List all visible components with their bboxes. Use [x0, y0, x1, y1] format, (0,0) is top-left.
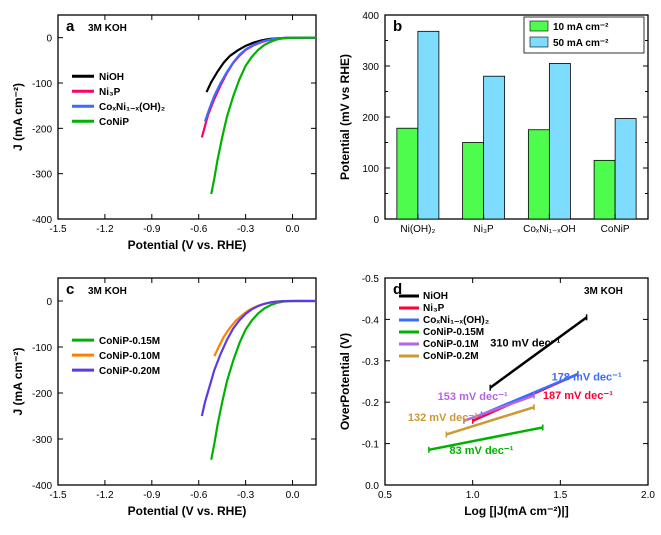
svg-text:-0.3: -0.3: [362, 357, 380, 368]
svg-text:-400: -400: [32, 481, 52, 492]
x-axis-label: Log [|J(mA cm⁻²)|]: [464, 504, 569, 518]
svg-text:-1.5: -1.5: [49, 490, 67, 501]
bar-50: [484, 76, 505, 219]
legend: NiOHNi₃PCoₓNi₁₋ₓ(OH)₂CoNiP-0.15MCoNiP-0.…: [399, 291, 489, 362]
bar-10: [528, 130, 549, 219]
svg-text:0: 0: [373, 215, 379, 226]
svg-text:400: 400: [362, 11, 379, 22]
panel-c: -1.5 -1.2 -0.9 -0.6 -0.3 0.0 -400 -300 -200 -100 0…: [11, 278, 316, 518]
legend-label: CoNiP-0.15M: [423, 327, 484, 338]
legend-label: CoNiP-0.15M: [99, 336, 160, 347]
bar-10: [463, 143, 484, 220]
svg-text:-200: -200: [32, 124, 52, 135]
slope-annot: 178 mV dec⁻¹: [552, 371, 622, 383]
slope-annot: 153 mV dec⁻¹: [438, 391, 508, 403]
panel-label: c: [66, 281, 74, 298]
legend-label: CoNiP-0.20M: [99, 366, 160, 377]
svg-text:1.5: 1.5: [553, 490, 567, 501]
legend-label: CoNiP: [99, 117, 129, 128]
svg-text:-300: -300: [32, 170, 52, 181]
svg-text:-100: -100: [32, 79, 52, 90]
svg-text:300: 300: [362, 62, 379, 73]
svg-text:-200: -200: [32, 389, 52, 400]
y-axis-label: Potential (mV vs RHE): [338, 54, 352, 180]
y-axis-label: OverPotential (V): [338, 333, 352, 430]
panel-b: 0 100 200 300 400 Potential (mV vs RHE) b Ni(OH…: [338, 11, 648, 235]
svg-text:200: 200: [362, 113, 379, 124]
panel-title: 3M KOH: [584, 286, 623, 297]
svg-text:0.0: 0.0: [365, 481, 379, 492]
slope-annot: 83 mV dec⁻¹: [449, 445, 513, 457]
x-axis-label: Potential (V vs. RHE): [128, 504, 247, 518]
legend: CoNiP-0.15M CoNiP-0.10M CoNiP-0.20M: [72, 336, 160, 377]
panel-title: 3M KOH: [88, 286, 127, 297]
legend-label: Ni₃P: [423, 303, 445, 314]
bar-50: [615, 119, 636, 219]
svg-text:-0.6: -0.6: [190, 490, 208, 501]
svg-text:-0.4: -0.4: [362, 315, 380, 326]
svg-text:100: 100: [362, 164, 379, 175]
slope-annot: 310 mV dec⁻¹: [490, 337, 560, 349]
series-NiOH: [207, 38, 316, 92]
svg-text:-300: -300: [32, 435, 52, 446]
legend-label: CoNiP-0.1M: [423, 339, 479, 350]
series-CoNiP: [211, 38, 316, 194]
panel-label: b: [393, 18, 402, 35]
svg-text:1.0: 1.0: [466, 490, 480, 501]
panel-title: 3M KOH: [88, 23, 127, 34]
legend-label: 50 mA cm⁻²: [553, 38, 609, 49]
legend-swatch: [530, 37, 548, 47]
category-label: Ni(OH)₂: [400, 224, 435, 235]
panel-label: a: [66, 18, 75, 35]
legend-label: CoₓNi₁₋ₓ(OH)₂: [99, 102, 165, 113]
svg-text:2.0: 2.0: [641, 490, 655, 501]
series-c010: [214, 301, 316, 356]
svg-text:-1.2: -1.2: [96, 490, 114, 501]
series-c020: [202, 301, 316, 416]
svg-text:0.5: 0.5: [378, 490, 392, 501]
x-axis-label: Potential (V vs. RHE): [128, 238, 247, 252]
legend: 10 mA cm⁻² 50 mA cm⁻²: [524, 17, 644, 53]
category-label: CoₓNi₁₋ₓOH: [523, 224, 575, 235]
legend-swatch: [530, 21, 548, 31]
svg-text:-0.2: -0.2: [362, 398, 380, 409]
panel-a: -1.5 -1.2 -0.9 -0.6 -0.3 0.0 -400 -300 -200 -100 0…: [11, 15, 316, 252]
svg-text:-0.6: -0.6: [190, 224, 208, 235]
svg-text:-0.3: -0.3: [237, 224, 255, 235]
bar-10: [397, 128, 418, 219]
y-axis-label: J (mA cm⁻²): [11, 83, 25, 151]
legend-label: 10 mA cm⁻²: [553, 22, 609, 33]
svg-text:-0.9: -0.9: [143, 224, 161, 235]
bar-50: [418, 31, 439, 219]
legend-label: NiOH: [423, 291, 448, 302]
svg-text:0: 0: [46, 297, 52, 308]
series-c015: [211, 301, 316, 460]
slope-annot: 132 mV dec⁻¹: [408, 412, 478, 424]
svg-text:0.0: 0.0: [286, 224, 300, 235]
svg-text:-100: -100: [32, 343, 52, 354]
legend-label: CoₓNi₁₋ₓ(OH)₂: [423, 315, 489, 326]
series-CoxNi: [205, 38, 316, 122]
svg-text:-400: -400: [32, 215, 52, 226]
svg-text:-0.3: -0.3: [237, 490, 255, 501]
legend-label: NiOH: [99, 72, 124, 83]
svg-text:-1.2: -1.2: [96, 224, 114, 235]
panel-d: 0.5 1.0 1.5 2.0 0.0 -0.1 -0.2 -0.3 -0.4 -0.5 Log […: [338, 274, 655, 518]
legend-label: CoNiP-0.10M: [99, 351, 160, 362]
category-label: CoNiP: [601, 224, 630, 235]
svg-text:-0.1: -0.1: [362, 440, 380, 451]
category-label: Ni₃P: [474, 224, 495, 235]
bar-50: [549, 63, 570, 219]
slope-annot: 187 mV dec⁻¹: [543, 390, 613, 402]
svg-text:-0.5: -0.5: [362, 274, 380, 285]
bar-10: [594, 160, 615, 219]
legend: NiOH Ni₃P CoₓNi₁₋ₓ(OH)₂ CoNiP: [72, 72, 165, 128]
y-axis-label: J (mA cm⁻²): [11, 348, 25, 416]
svg-text:-0.9: -0.9: [143, 490, 161, 501]
svg-text:0.0: 0.0: [286, 490, 300, 501]
legend-label: CoNiP-0.2M: [423, 351, 479, 362]
svg-text:-1.5: -1.5: [49, 224, 67, 235]
legend-label: Ni₃P: [99, 87, 121, 98]
svg-text:0: 0: [46, 34, 52, 45]
